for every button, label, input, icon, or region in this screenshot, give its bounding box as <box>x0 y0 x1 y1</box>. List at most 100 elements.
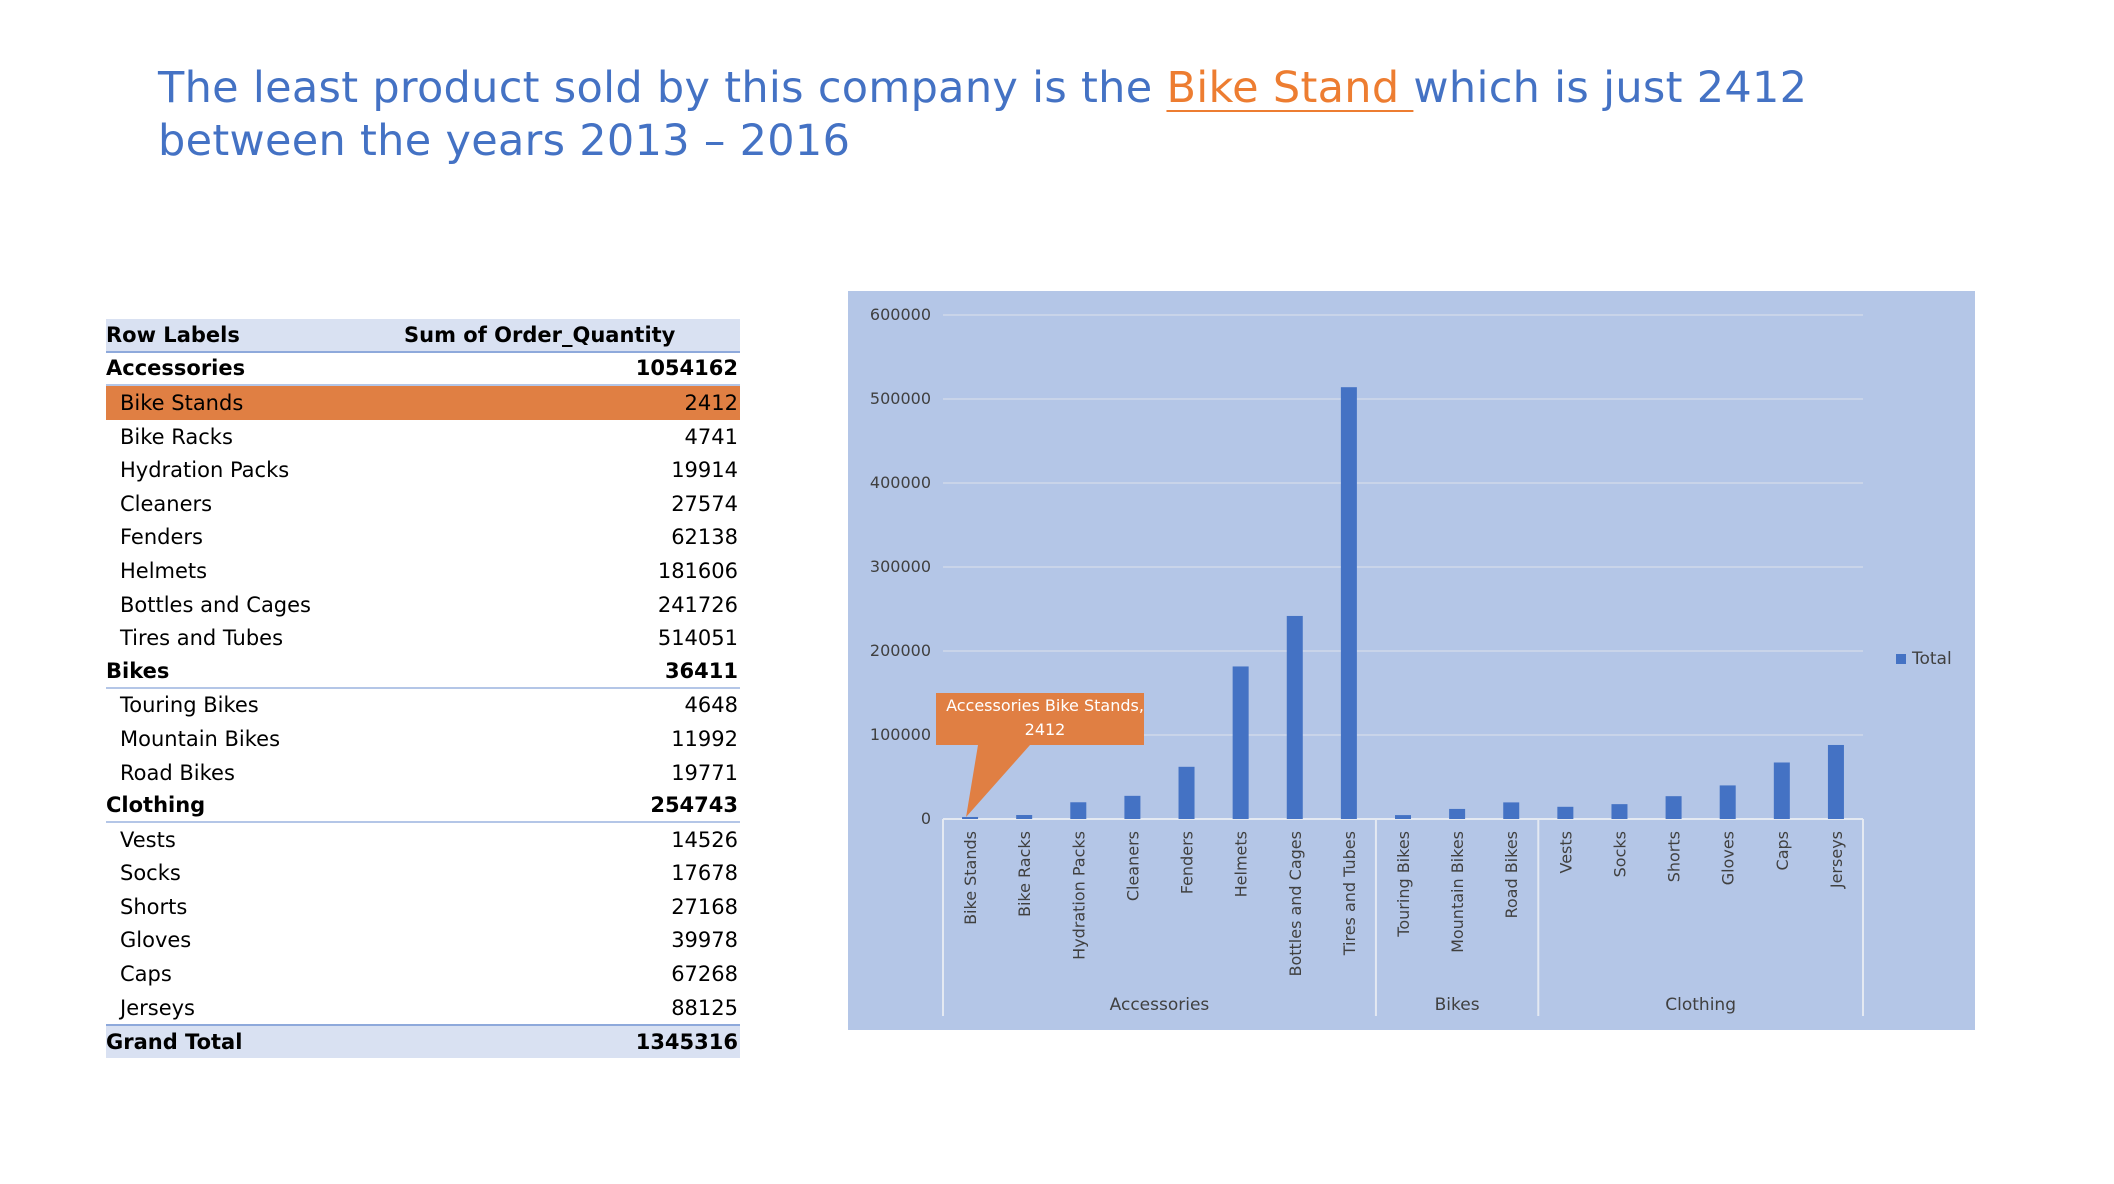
legend-swatch <box>1896 654 1906 664</box>
pivot-header-value[interactable]: Sum of Order_Quantity <box>404 322 676 347</box>
pivot-row-label: Accessories <box>106 356 246 381</box>
bar <box>1286 615 1303 819</box>
pivot-row-value: 181606 <box>657 558 738 583</box>
callout-line-2: 2412 <box>1024 720 1066 739</box>
pivot-row-value: 254743 <box>650 793 738 818</box>
x-category-label: Bottles and Cages <box>1286 831 1305 977</box>
pivot-item-row[interactable]: Tires and Tubes 514051 <box>106 621 740 655</box>
pivot-group-row[interactable]: Bikes 36411 <box>106 655 740 689</box>
pivot-item-row[interactable]: Gloves 39978 <box>106 924 740 958</box>
pivot-grand-total-row[interactable]: Grand Total 1345316 <box>106 1024 740 1059</box>
bar <box>1016 815 1033 819</box>
pivot-group-row[interactable]: Clothing 254743 <box>106 789 740 823</box>
pivot-row-value: 2412 <box>684 390 738 415</box>
x-group-label: Accessories <box>1110 995 1210 1015</box>
pivot-item-row[interactable]: Hydration Packs 19914 <box>106 453 740 487</box>
x-group-label: Clothing <box>1665 995 1736 1015</box>
pivot-row-label: Socks <box>120 861 181 886</box>
bar <box>1178 766 1195 819</box>
pivot-item-row[interactable]: Fenders 62138 <box>106 521 740 555</box>
y-tick-label: 100000 <box>870 725 931 744</box>
pivot-header-row: Row Labels Sum of Order_Quantity <box>106 319 740 353</box>
y-tick-label: 500000 <box>870 389 931 408</box>
callout-line-1: Accessories Bike Stands, <box>946 696 1144 715</box>
y-tick-label: 0 <box>921 809 931 828</box>
pivot-item-row[interactable]: Mountain Bikes 11992 <box>106 722 740 756</box>
bar <box>1124 795 1141 819</box>
bar <box>1719 785 1736 819</box>
pivot-row-value: 62138 <box>671 525 738 550</box>
pivot-row-label: Bike Stands <box>120 390 244 415</box>
pivot-row-value: 36411 <box>664 658 738 683</box>
headline-highlight: Bike Stand <box>1166 63 1414 113</box>
pivot-row-label: Cleaners <box>120 491 213 516</box>
y-tick-label: 600000 <box>870 305 931 324</box>
pivot-row-value: 19914 <box>671 458 738 483</box>
headline-text-after: which is just 2412 between the years 201… <box>158 63 1808 166</box>
pivot-row-label: Road Bikes <box>120 760 235 785</box>
pivot-row-label: Bikes <box>106 658 170 683</box>
x-category-label: Touring Bikes <box>1394 831 1413 938</box>
pivot-group-row[interactable]: Accessories 1054162 <box>106 353 740 387</box>
pivot-row-value: 67268 <box>671 962 738 987</box>
x-category-label: Fenders <box>1178 831 1197 894</box>
pivot-item-row[interactable]: Cleaners 27574 <box>106 487 740 521</box>
bar <box>1665 796 1682 819</box>
pivot-row-label: Caps <box>120 962 172 987</box>
bar <box>1503 802 1520 819</box>
pivot-row-value: 4741 <box>684 424 738 449</box>
pivot-item-row[interactable]: Bottles and Cages 241726 <box>106 588 740 622</box>
x-category-label: Mountain Bikes <box>1448 831 1467 953</box>
pivot-row-label: Shorts <box>120 894 188 919</box>
x-category-label: Bike Stands <box>961 831 980 925</box>
bar-chart[interactable]: 0 100000 200000 300000 400000 500000 600000 Bik… <box>848 291 1975 1030</box>
pivot-item-row[interactable]: Road Bikes 19771 <box>106 756 740 790</box>
pivot-item-row[interactable]: Shorts 27168 <box>106 890 740 924</box>
pivot-item-row[interactable]: Touring Bikes 4648 <box>106 689 740 723</box>
bar <box>962 816 979 819</box>
pivot-item-row[interactable]: Socks 17678 <box>106 857 740 891</box>
pivot-row-label: Jerseys <box>120 995 195 1020</box>
pivot-row-label: Mountain Bikes <box>120 726 281 751</box>
pivot-row-label: Touring Bikes <box>120 693 259 718</box>
pivot-header-label[interactable]: Row Labels <box>106 322 240 347</box>
y-tick-label: 400000 <box>870 473 931 492</box>
pivot-row-value: 19771 <box>671 760 738 785</box>
pivot-item-row[interactable]: Caps 67268 <box>106 957 740 991</box>
grand-total-value: 1345316 <box>635 1030 738 1055</box>
bar <box>1232 666 1249 819</box>
pivot-row-label: Hydration Packs <box>120 458 290 483</box>
x-category-label: Caps <box>1773 831 1792 870</box>
bar <box>1611 804 1628 819</box>
bar <box>1827 744 1844 819</box>
legend-label: Total <box>1912 649 1952 669</box>
y-tick-label: 300000 <box>870 557 931 576</box>
x-category-label: Helmets <box>1232 831 1251 897</box>
bar <box>1070 802 1087 819</box>
x-category-label: Socks <box>1610 831 1629 877</box>
pivot-row-value: 4648 <box>684 693 738 718</box>
pivot-item-row[interactable]: Helmets 181606 <box>106 554 740 588</box>
pivot-item-row[interactable]: Jerseys 88125 <box>106 991 740 1025</box>
pivot-item-row[interactable]: Vests 14526 <box>106 823 740 857</box>
pivot-row-value: 11992 <box>671 726 738 751</box>
callout-label: Accessories Bike Stands, 2412 <box>941 694 1149 746</box>
pivot-table: Row Labels Sum of Order_Quantity Accesso… <box>106 319 740 1059</box>
pivot-row-label: Bottles and Cages <box>120 592 311 617</box>
x-category-label: Road Bikes <box>1502 831 1521 919</box>
x-category-label: Cleaners <box>1123 831 1142 901</box>
headline: The least product sold by this company i… <box>158 62 1958 168</box>
bar <box>1557 806 1574 819</box>
pivot-row-label: Clothing <box>106 793 206 818</box>
pivot-row-label: Gloves <box>120 928 192 953</box>
pivot-row-value: 88125 <box>671 995 738 1020</box>
x-category-label: Jerseys <box>1827 831 1846 889</box>
x-category-label: Vests <box>1556 831 1575 874</box>
pivot-row-label: Tires and Tubes <box>120 626 284 651</box>
pivot-item-row[interactable]: Bike Racks 4741 <box>106 420 740 454</box>
pivot-body: Accessories 1054162 Bike Stands 2412 Bike Ra… <box>106 353 740 1025</box>
chart-legend[interactable]: Total <box>1896 649 1952 669</box>
pivot-row-value: 17678 <box>671 861 738 886</box>
pivot-item-row[interactable]: Bike Stands 2412 <box>106 386 740 420</box>
pivot-row-label: Helmets <box>120 558 208 583</box>
